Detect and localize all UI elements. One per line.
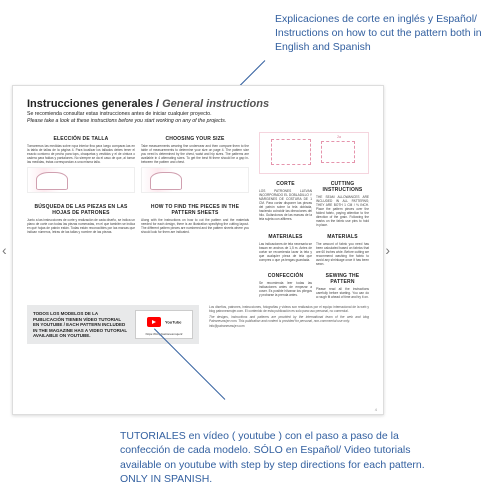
p-eleccion: Tomaremos las medidas sobre ropa interio…	[27, 144, 135, 164]
sketch-right	[141, 167, 249, 193]
subtitle-en: Please take a look at these instructions…	[27, 118, 369, 124]
h-cutting: CUTTING INSTRUCTIONS	[316, 181, 369, 193]
page-title: Instrucciones generales / General instru…	[27, 98, 369, 110]
p-materiales: Las indicaciones de tela necesaria se ba…	[259, 242, 312, 262]
promo-text: TODOS LOS MODELOS DE LA PUBLICACIÓN TIEN…	[33, 311, 127, 339]
sketch-left	[27, 167, 135, 193]
subtitle-es: Se recomienda consultar estas instruccio…	[27, 111, 369, 117]
page-number: 4	[375, 407, 377, 412]
h-eleccion: ELECCIÓN DE TALLA	[27, 136, 135, 142]
p-sewing: Please read all the instructions careful…	[316, 287, 369, 299]
p-busqueda: Junto a las instrucciones de corte y rea…	[27, 218, 135, 234]
youtube-label: YouTube	[165, 320, 182, 325]
p-cutting: THE SEAM ALLOWANCES ARE INCLUDED IN ALL …	[316, 195, 369, 227]
fine-print-es: Los diseños, patrones, instrucciones, fo…	[209, 305, 369, 313]
title-en: General instructions	[162, 98, 269, 110]
promo-box: TODOS LOS MODELOS DE LA PUBLICACIÓN TIEN…	[27, 305, 199, 344]
col-left: ELECCIÓN DE TALLA Tomaremos las medidas …	[27, 132, 249, 299]
contact-email: info@patronesmujer.com	[209, 324, 369, 328]
callout-top: Explicaciones de corte en inglés y Españ…	[275, 12, 485, 55]
h-sewing: SEWING THE PATTERN	[316, 273, 369, 285]
main-columns: ELECCIÓN DE TALLA Tomaremos las medidas …	[27, 132, 369, 299]
youtube-box[interactable]: YouTube https://bit.ly/patronesmujer2	[135, 310, 193, 339]
p-materials: The amount of fabric you need has been c…	[316, 242, 369, 266]
col-right: 2a CORTE LOS PATRONES LLEVAN INCORPORADO…	[259, 132, 369, 299]
p-corte: LOS PATRONES LLEVAN INCORPORADO EL DOBLA…	[259, 189, 312, 221]
p-choosing: Take measurements wearing fine underwear…	[141, 144, 249, 164]
p-confeccion: Se recomienda leer todas las indicacione…	[259, 281, 312, 297]
diagram-label-2a: 2a	[337, 135, 341, 139]
title-es: Instrucciones generales	[27, 98, 153, 110]
next-arrow-icon[interactable]: ›	[385, 242, 390, 258]
fine-print-en: The designs, instructions and patterns a…	[209, 315, 369, 323]
h-materials: MATERIALS	[316, 234, 369, 240]
diagram-cutting: 2a	[259, 132, 369, 174]
h-confeccion: CONFECCIÓN	[259, 273, 312, 279]
h-choosing: CHOOSING YOUR SIZE	[141, 136, 249, 142]
h-corte: CORTE	[259, 181, 312, 187]
instruction-sheet: Instrucciones generales / General instru…	[12, 85, 384, 415]
p-findpieces: Along with the instructions on how to cu…	[141, 218, 249, 234]
callout-bottom: TUTORIALES en vídeo ( youtube ) con el p…	[120, 429, 430, 486]
h-busqueda: BÚSQUEDA DE LAS PIEZAS EN LAS HOJAS DE P…	[27, 204, 135, 216]
youtube-url: https://bit.ly/patronesmujer2	[138, 332, 190, 336]
bottom-band: TODOS LOS MODELOS DE LA PUBLICACIÓN TIEN…	[27, 305, 369, 344]
h-materiales: MATERIALES	[259, 234, 312, 240]
h-findpieces: HOW TO FIND THE PIECES IN THE PATTERN SH…	[141, 204, 249, 216]
prev-arrow-icon[interactable]: ‹	[2, 242, 7, 258]
youtube-icon	[147, 317, 161, 327]
